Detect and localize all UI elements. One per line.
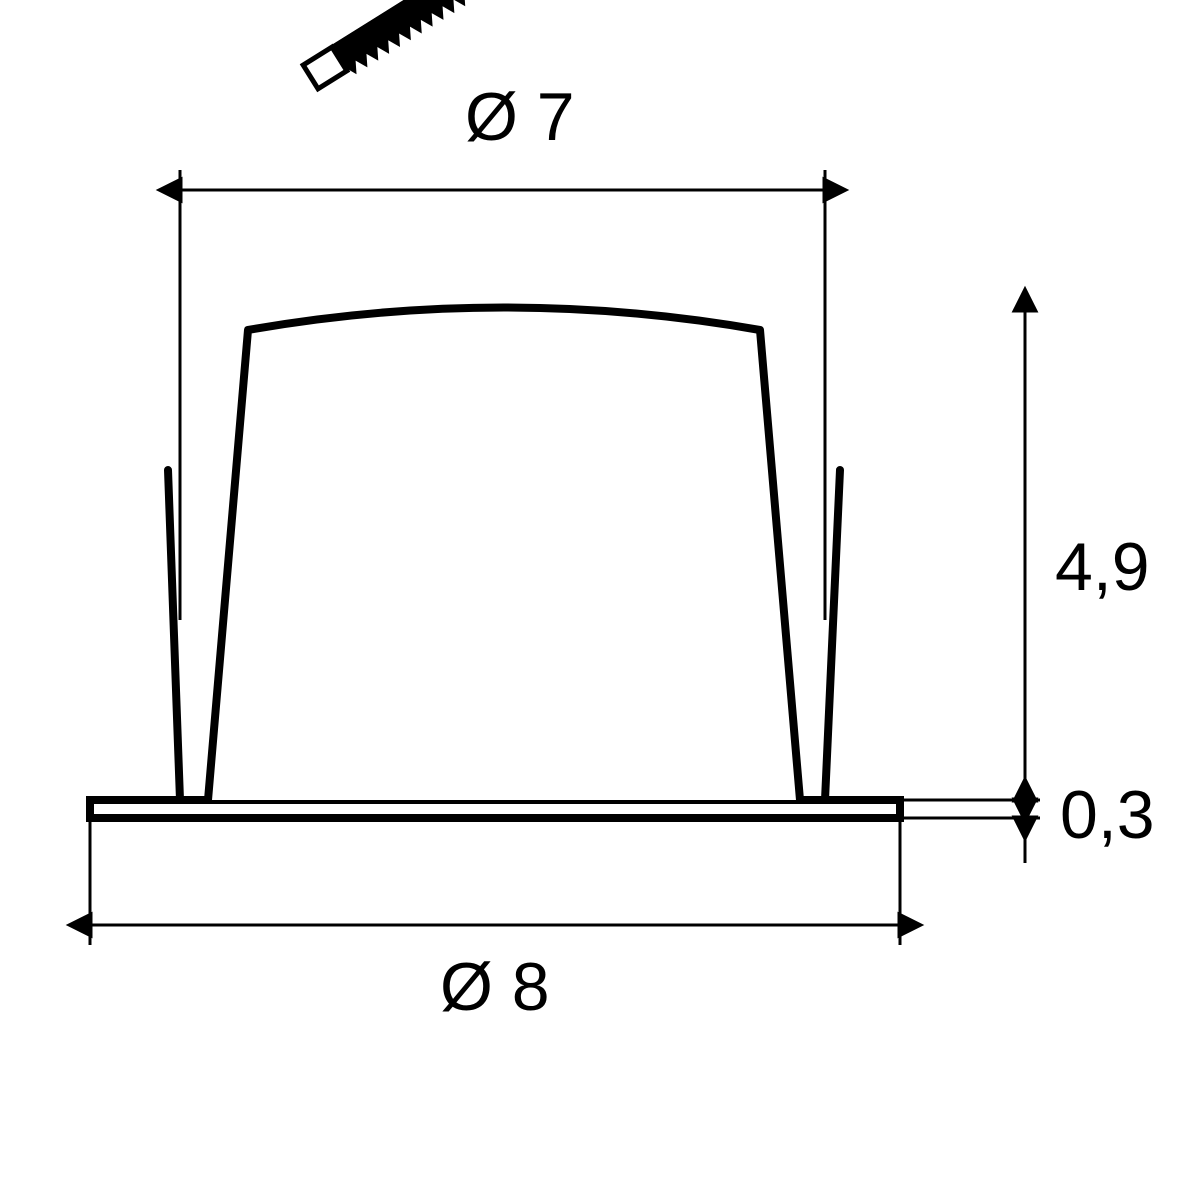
flange_diameter-label: Ø 8: [440, 949, 550, 1025]
cutout_diameter-label: Ø 7: [465, 79, 575, 155]
saw-icon: [302, 0, 471, 96]
technical-drawing: Ø 7 Ø 8 4,9 0,3: [0, 0, 1200, 1200]
height-label: 4,9: [1055, 529, 1150, 605]
flange_thickness-label: 0,3: [1060, 777, 1155, 853]
